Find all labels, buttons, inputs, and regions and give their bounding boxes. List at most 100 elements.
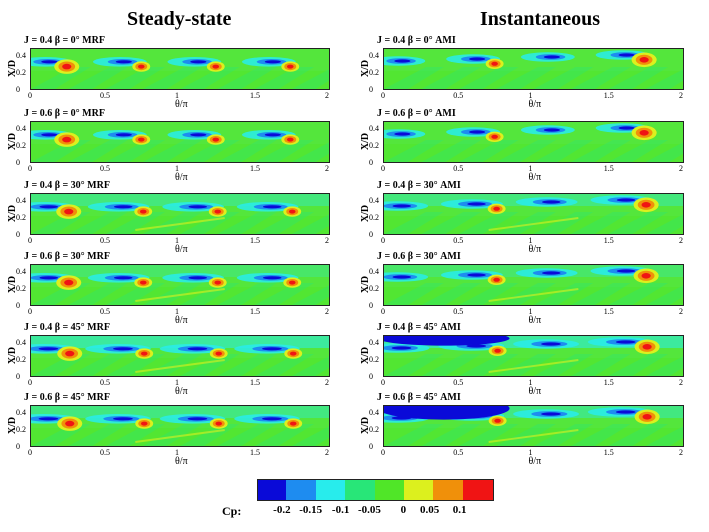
cp-tip-vortex-low	[384, 406, 510, 420]
cp-blade-suction-core	[262, 205, 282, 209]
cp-wake-streak	[217, 283, 277, 305]
x-tick-label: 0	[28, 91, 32, 100]
cp-blade-suction-core	[466, 344, 487, 348]
cp-blade-suction-core	[391, 346, 412, 350]
cp-tip-vortex-low	[384, 336, 510, 346]
panel-label: J = 0.6 β = 45° MRF	[24, 392, 110, 403]
x-tick-label: 2	[679, 236, 683, 245]
panel-label: J = 0.4 β = 30° AMI	[377, 180, 461, 191]
y-tick-label: 0	[369, 85, 373, 94]
cp-blade-suction-core	[469, 57, 486, 61]
y-tick-label: 0.4	[369, 196, 379, 206]
contour-panel	[30, 335, 330, 377]
x-axis-label: θ/π	[528, 172, 542, 183]
x-tick-label: 1.5	[250, 164, 260, 173]
contour-panel	[30, 193, 330, 235]
x-tick-label: 0.5	[453, 448, 464, 457]
y-tick-label: 0.2	[16, 425, 26, 435]
cp-lower-band	[31, 144, 329, 162]
cp-wake-streak	[570, 283, 631, 305]
cp-blade-suction-core	[392, 204, 412, 208]
cp-wake-streak	[458, 354, 519, 376]
cp-pressure-peak	[214, 280, 222, 285]
x-tick-label: 2	[679, 91, 683, 100]
contour-panel	[30, 264, 330, 306]
x-tick-label: 1	[528, 378, 533, 387]
cp-blade-suction-core	[615, 410, 636, 414]
cp-wake-streak	[384, 283, 444, 305]
cp-wake-streak	[384, 67, 444, 89]
x-tick-label: 2	[679, 164, 683, 173]
y-tick-label: 0.4	[369, 338, 379, 348]
cp-wake-streak	[68, 424, 128, 446]
cp-blade-suction-core	[469, 130, 486, 134]
y-tick-label: 0.2	[16, 284, 26, 294]
x-tick-label: 0	[381, 307, 385, 316]
cp-pressure-peak	[215, 421, 223, 426]
x-tick-label: 0	[28, 378, 32, 387]
cp-pressure-peak	[288, 209, 296, 214]
cp-blade-suction-core	[394, 59, 411, 63]
cp-blade-suction-core	[187, 417, 208, 421]
y-tick-label: 0	[369, 230, 373, 239]
cp-pressure-peak	[215, 351, 223, 356]
cp-wake-streak	[570, 67, 631, 89]
panel-label: J = 0.4 β = 45° AMI	[377, 322, 461, 333]
cp-wake-streak	[142, 283, 203, 305]
cp-lower-band	[384, 428, 683, 446]
cp-wake-streak	[142, 354, 203, 376]
x-tick-label: 1	[528, 91, 533, 100]
x-tick-label: 0.5	[100, 91, 110, 100]
x-tick-label: 0	[28, 307, 32, 316]
cp-pressure-peak	[137, 64, 145, 69]
cp-wake-streak	[645, 69, 683, 89]
panel-label: J = 0.6 β = 30° AMI	[377, 251, 461, 262]
cp-pressure-peak	[289, 421, 297, 426]
contour-field	[31, 49, 329, 89]
contour-field	[31, 194, 329, 234]
cp-pressure-peak	[642, 344, 652, 350]
cp-pressure-peak	[289, 351, 297, 356]
cp-blade-suction-core	[262, 417, 282, 421]
cp-blade-suction-core	[615, 340, 636, 344]
x-tick-label: 2	[325, 236, 329, 245]
y-tick-label: 0.2	[369, 68, 379, 78]
cp-wake-streak	[608, 283, 669, 305]
cp-blade-suction-core	[41, 133, 58, 137]
cp-pressure-peak	[639, 130, 649, 136]
colorbar-swatch	[345, 479, 375, 501]
colorbar-swatch	[286, 479, 317, 501]
x-axis-label: θ/π	[528, 99, 542, 110]
panel-label: J = 0.6 β = 30° MRF	[24, 251, 110, 262]
cp-wake-streak	[645, 426, 683, 446]
y-tick-label: 0.4	[16, 196, 26, 206]
cp-wake-streak	[608, 67, 669, 89]
x-axis-label: θ/π	[528, 315, 542, 326]
cp-wake-streak	[291, 69, 329, 89]
y-tick-label: 0	[16, 301, 20, 310]
cp-wake-streak	[608, 212, 669, 234]
y-tick-label: 0.2	[16, 141, 26, 151]
cp-lower-band	[384, 144, 683, 162]
colorbar-swatch	[257, 479, 288, 501]
x-tick-label: 1.5	[603, 91, 614, 100]
cp-wake-streak	[142, 140, 203, 162]
colorbar-title: Cp:	[222, 504, 242, 518]
contour-field	[31, 265, 329, 305]
cp-blade-suction-core	[618, 53, 635, 57]
cp-wake-streak	[458, 67, 519, 89]
contour-panel	[383, 405, 684, 447]
cp-pressure-peak	[494, 418, 501, 423]
cp-wake-streak	[645, 142, 683, 162]
cp-lower-band	[31, 287, 329, 305]
contour-panel	[383, 48, 684, 90]
x-axis-label: θ/π	[175, 244, 188, 255]
cp-wake-streak	[384, 354, 444, 376]
cp-wake-streak	[217, 140, 277, 162]
x-tick-label: 0.5	[100, 236, 110, 245]
cp-pressure-peak	[137, 137, 145, 142]
cp-wake-streak	[68, 354, 128, 376]
cp-wake-streak	[254, 140, 315, 162]
panel-label: J = 0.4 β = 0° MRF	[24, 35, 105, 46]
cp-blade-suction-core	[113, 205, 133, 209]
